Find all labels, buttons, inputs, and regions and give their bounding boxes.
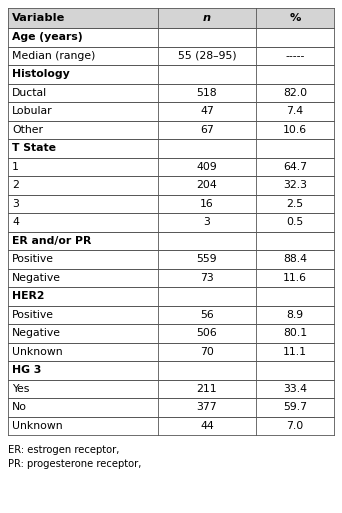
Text: Unknown: Unknown	[12, 421, 63, 431]
Text: -----: -----	[285, 51, 305, 61]
Text: 2.5: 2.5	[286, 199, 303, 209]
Text: 3: 3	[12, 199, 19, 209]
Text: Ductal: Ductal	[12, 88, 47, 98]
Text: 32.3: 32.3	[283, 180, 307, 190]
Bar	[8, 324, 334, 343]
Text: 59.7: 59.7	[283, 402, 307, 412]
Bar	[8, 361, 334, 380]
Text: Positive: Positive	[12, 254, 54, 264]
Text: ER and/or PR: ER and/or PR	[12, 236, 91, 246]
Bar	[8, 157, 334, 176]
Text: 16: 16	[200, 199, 214, 209]
Text: 11.6: 11.6	[283, 273, 307, 283]
Bar	[8, 306, 334, 324]
Text: 47: 47	[200, 106, 214, 116]
Text: Median (range): Median (range)	[12, 51, 95, 61]
Bar	[8, 102, 334, 121]
Text: Positive: Positive	[12, 310, 54, 320]
Bar	[8, 268, 334, 287]
Text: 67: 67	[200, 125, 214, 135]
Text: 2: 2	[12, 180, 19, 190]
Text: 7.0: 7.0	[286, 421, 303, 431]
Text: n: n	[203, 13, 211, 23]
Text: 70: 70	[200, 347, 214, 357]
Bar	[8, 250, 334, 268]
Text: PR: progesterone receptor,: PR: progesterone receptor,	[8, 459, 141, 469]
Bar	[8, 139, 334, 157]
Bar	[8, 176, 334, 194]
Text: Age (years): Age (years)	[12, 32, 83, 42]
Bar	[8, 65, 334, 84]
Text: 64.7: 64.7	[283, 162, 307, 172]
Bar	[8, 84, 334, 102]
Text: 204: 204	[197, 180, 217, 190]
Text: 409: 409	[197, 162, 217, 172]
Bar	[8, 343, 334, 361]
Text: 56: 56	[200, 310, 214, 320]
Text: 55 (28–95): 55 (28–95)	[177, 51, 236, 61]
Text: Lobular: Lobular	[12, 106, 53, 116]
Bar	[8, 194, 334, 213]
Text: Histology: Histology	[12, 69, 70, 79]
Text: T State: T State	[12, 143, 56, 153]
Text: Negative: Negative	[12, 328, 61, 338]
Bar	[8, 47, 334, 65]
Text: 82.0: 82.0	[283, 88, 307, 98]
Bar	[8, 231, 334, 250]
Text: 33.4: 33.4	[283, 384, 307, 394]
Text: 0.5: 0.5	[286, 217, 303, 227]
Text: 7.4: 7.4	[286, 106, 303, 116]
Text: HG 3: HG 3	[12, 365, 41, 375]
Text: Unknown: Unknown	[12, 347, 63, 357]
Text: 10.6: 10.6	[283, 125, 307, 135]
Bar	[8, 398, 334, 417]
Text: 1: 1	[12, 162, 19, 172]
Bar	[8, 380, 334, 398]
Text: Other: Other	[12, 125, 43, 135]
Text: 506: 506	[197, 328, 217, 338]
Bar	[8, 28, 334, 47]
Text: 211: 211	[197, 384, 217, 394]
Text: 559: 559	[197, 254, 217, 264]
Bar	[8, 287, 334, 306]
Text: 3: 3	[203, 217, 210, 227]
Text: 4: 4	[12, 217, 19, 227]
Text: 11.1: 11.1	[283, 347, 307, 357]
Text: 88.4: 88.4	[283, 254, 307, 264]
Text: Yes: Yes	[12, 384, 29, 394]
Text: 44: 44	[200, 421, 214, 431]
Text: HER2: HER2	[12, 291, 44, 301]
Text: 8.9: 8.9	[286, 310, 303, 320]
Bar	[8, 8, 334, 28]
Text: No: No	[12, 402, 27, 412]
Text: ER: estrogen receptor,: ER: estrogen receptor,	[8, 445, 119, 455]
Bar	[8, 417, 334, 435]
Text: 377: 377	[197, 402, 217, 412]
Bar	[8, 213, 334, 231]
Text: Negative: Negative	[12, 273, 61, 283]
Text: 73: 73	[200, 273, 214, 283]
Text: 80.1: 80.1	[283, 328, 307, 338]
Text: Variable: Variable	[12, 13, 65, 23]
Text: 518: 518	[197, 88, 217, 98]
Bar	[8, 121, 334, 139]
Text: %: %	[289, 13, 301, 23]
